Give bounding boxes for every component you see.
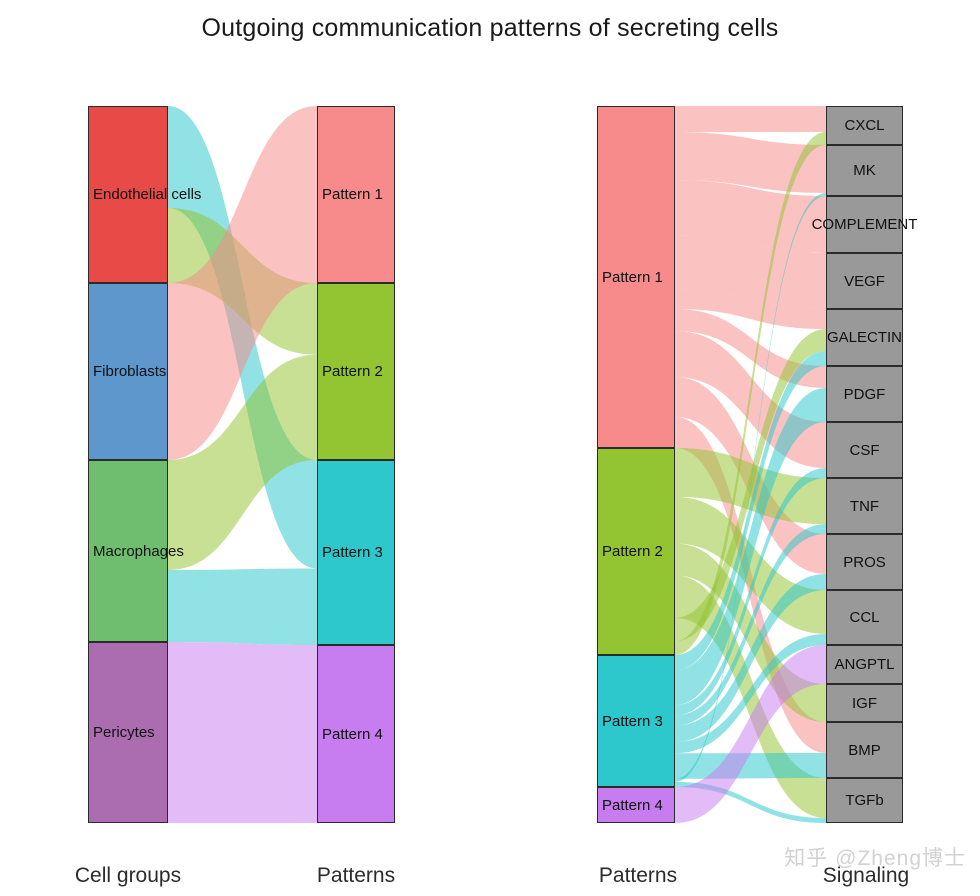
sankey-node-label: PDGF	[843, 385, 886, 403]
panel-patterns-to-signaling	[490, 0, 980, 896]
sankey-node-label: TGFb	[845, 792, 884, 809]
sankey-node-tgfb[interactable]: TGFb	[826, 778, 903, 823]
sankey-node-pros[interactable]: PROS	[826, 534, 903, 590]
axis-label-patterns-left: Patterns	[316, 864, 396, 887]
sankey-node-label: CSF	[849, 441, 880, 459]
sankey-node-label: Pattern 2	[602, 543, 663, 560]
sankey-node-label: Pattern 1	[602, 268, 663, 286]
sankey-node-angptl[interactable]: ANGPTL	[826, 645, 903, 684]
sankey-node-label: BMP	[848, 741, 881, 759]
sankey-node-label: ANGPTL	[834, 656, 895, 673]
sankey-link[interactable]	[675, 468, 826, 716]
sankey-node-pattern-2[interactable]: Pattern 2	[317, 283, 395, 460]
sankey-node-cxcl[interactable]: CXCL	[826, 106, 903, 145]
axis-label-signaling: Signaling	[822, 864, 910, 887]
sankey-link[interactable]	[168, 106, 317, 460]
sankey-link[interactable]	[675, 193, 826, 782]
sankey-link[interactable]	[675, 781, 826, 823]
sankey-node-label: Pericytes	[93, 724, 155, 741]
page-title: Outgoing communication patterns of secre…	[201, 14, 779, 42]
sankey-node-label: IGF	[852, 694, 877, 712]
sankey-link[interactable]	[675, 132, 826, 655]
sankey-node-galectin[interactable]: GALECTIN	[826, 309, 903, 366]
watermark: 知乎 @Zheng博士	[784, 847, 966, 870]
sankey-node-label: TNF	[849, 497, 880, 515]
sankey-node-label: Pattern 4	[602, 796, 663, 814]
sankey-node-complement[interactable]: COMPLEMENT	[812, 196, 917, 253]
sankey-link[interactable]	[675, 132, 826, 193]
sankey-link[interactable]	[675, 329, 826, 642]
sankey-node-label: Pattern 3	[322, 544, 383, 561]
sankey-node-label: Pattern 4	[322, 725, 383, 743]
sankey-node-pattern-4[interactable]: Pattern 4	[597, 787, 675, 823]
sankey-node-label: CXCL	[844, 117, 885, 134]
sankey-node-tnf[interactable]: TNF	[826, 478, 903, 534]
sankey-link[interactable]	[168, 568, 317, 645]
sankey-node-label: MK	[853, 162, 876, 179]
sankey-node-pattern-3[interactable]: Pattern 3	[317, 460, 395, 645]
sankey-node-label: Pattern 2	[322, 363, 383, 380]
sankey-node-pattern-4[interactable]: Pattern 4	[317, 645, 395, 823]
sankey-node-label: PROS	[843, 553, 886, 571]
sankey-node-pattern-3[interactable]: Pattern 3	[597, 655, 675, 787]
sankey-node-label: Pattern 3	[602, 712, 663, 730]
sankey-node-csf[interactable]: CSF	[826, 422, 903, 478]
axis-label-patterns-right: Patterns	[598, 864, 678, 887]
sankey-link[interactable]	[675, 351, 826, 671]
sankey-link[interactable]	[168, 354, 317, 570]
sankey-node-pericytes[interactable]: Pericytes	[88, 642, 168, 823]
sankey-link[interactable]	[675, 574, 826, 742]
sankey-node-macrophages[interactable]: Macrophages	[88, 460, 184, 642]
sankey-link[interactable]	[675, 634, 826, 754]
sankey-node-fibroblasts[interactable]: Fibroblasts	[88, 283, 168, 460]
sankey-node-pattern-1[interactable]: Pattern 1	[597, 106, 675, 448]
sankey-node-pattern-1[interactable]: Pattern 1	[317, 106, 395, 283]
sankey-node-pdgf[interactable]: PDGF	[826, 366, 903, 422]
sankey-node-bmp[interactable]: BMP	[826, 722, 903, 778]
sankey-node-mk[interactable]: MK	[826, 145, 903, 196]
sankey-node-igf[interactable]: IGF	[826, 684, 903, 722]
sankey-node-label: Fibroblasts	[93, 363, 167, 380]
sankey-link[interactable]	[675, 524, 826, 726]
sankey-link[interactable]	[675, 388, 826, 706]
sankey-node-endothelial-cells[interactable]: Endothelial cells	[88, 106, 201, 283]
sankey-link[interactable]	[675, 106, 826, 132]
axis-label-cell-groups: Cell groups	[74, 864, 182, 887]
sankey-node-label: CCL	[849, 609, 880, 626]
sankey-node-label: Pattern 1	[322, 186, 383, 203]
sankey-link[interactable]	[675, 645, 826, 823]
sankey-link[interactable]	[675, 235, 826, 309]
sankey-node-ccl[interactable]: CCL	[826, 590, 903, 645]
sankey-node-pattern-2[interactable]: Pattern 2	[597, 448, 675, 655]
sankey-node-label: VEGF	[844, 272, 885, 290]
sankey-node-vegf[interactable]: VEGF	[826, 253, 903, 309]
sankey-node-label: GALECTIN	[827, 329, 903, 346]
sankey-link[interactable]	[675, 289, 826, 329]
sankey-link[interactable]	[168, 642, 317, 823]
sankey-node-label: COMPLEMENT	[811, 216, 918, 233]
panel-cell-groups-to-patterns	[0, 0, 490, 896]
